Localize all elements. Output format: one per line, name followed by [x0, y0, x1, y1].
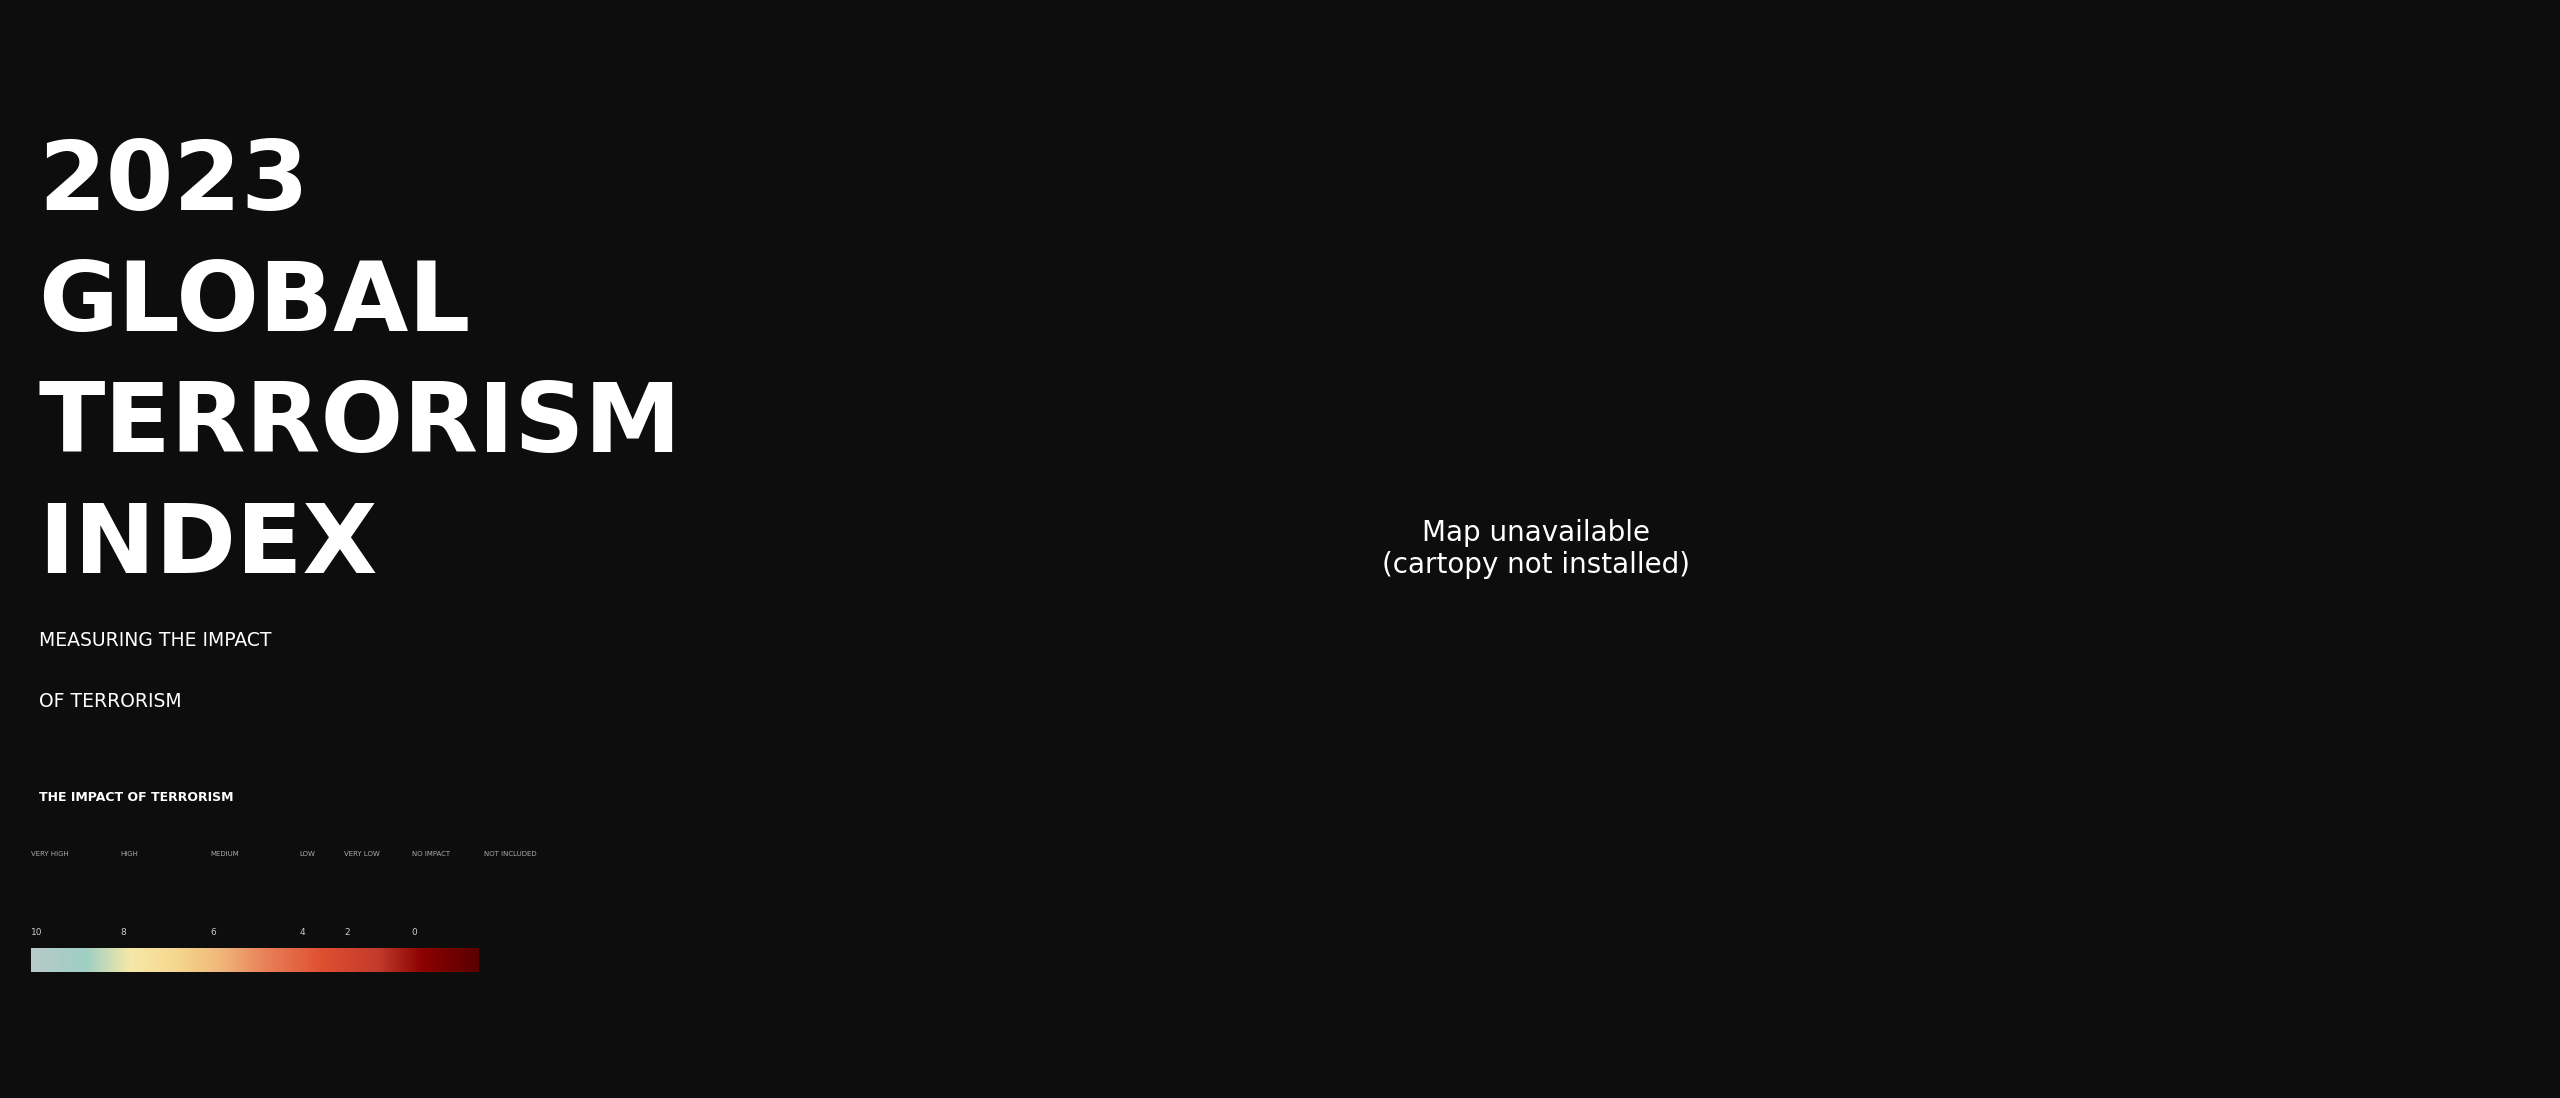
Text: 2023: 2023 [38, 137, 310, 231]
Text: 6: 6 [210, 928, 215, 937]
Text: 0: 0 [412, 928, 417, 937]
Text: 2: 2 [343, 928, 351, 937]
Text: TERRORISM: TERRORISM [38, 379, 681, 472]
Text: OF TERRORISM: OF TERRORISM [38, 692, 182, 710]
Text: 4: 4 [300, 928, 305, 937]
Text: MEASURING THE IMPACT: MEASURING THE IMPACT [38, 631, 271, 650]
Text: VERY HIGH: VERY HIGH [31, 851, 69, 856]
Text: 10: 10 [31, 928, 41, 937]
Text: NO IMPACT: NO IMPACT [412, 851, 451, 856]
Text: 8: 8 [120, 928, 125, 937]
Text: LOW: LOW [300, 851, 315, 856]
Text: INDEX: INDEX [38, 500, 379, 593]
Text: GLOBAL: GLOBAL [38, 258, 471, 351]
Text: MEDIUM: MEDIUM [210, 851, 238, 856]
Text: NOT INCLUDED: NOT INCLUDED [484, 851, 538, 856]
Text: THE IMPACT OF TERRORISM: THE IMPACT OF TERRORISM [38, 791, 233, 804]
Text: Map unavailable
(cartopy not installed): Map unavailable (cartopy not installed) [1382, 518, 1690, 580]
Text: HIGH: HIGH [120, 851, 138, 856]
Text: VERY LOW: VERY LOW [343, 851, 379, 856]
